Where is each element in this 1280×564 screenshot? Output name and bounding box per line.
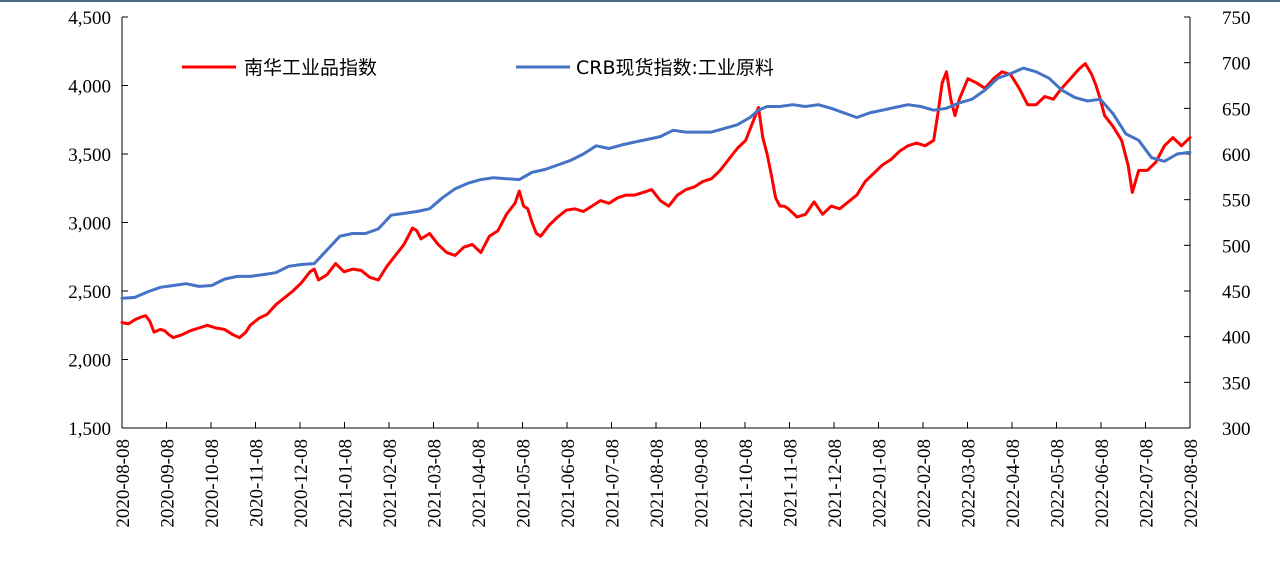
x-tick-label: 2021-03-08 bbox=[425, 439, 446, 528]
y-right-tick-label: 600 bbox=[1222, 145, 1251, 166]
y-left-tick-label: 3,000 bbox=[68, 214, 111, 235]
x-tick-label: 2021-05-08 bbox=[514, 439, 535, 528]
y-left-tick-label: 2,000 bbox=[68, 351, 111, 372]
x-tick-label: 2021-12-08 bbox=[825, 439, 846, 528]
y-right-tick-label: 650 bbox=[1222, 99, 1251, 120]
x-tick-label: 2021-07-08 bbox=[603, 439, 624, 528]
x-tick-label: 2021-04-08 bbox=[469, 439, 490, 528]
x-tick-label: 2020-10-08 bbox=[202, 439, 223, 528]
x-tick-label: 2020-11-08 bbox=[247, 439, 268, 527]
x-tick-label: 2021-06-08 bbox=[558, 439, 579, 528]
crb-series-line bbox=[120, 66, 1192, 300]
y-right-tick-label: 450 bbox=[1222, 282, 1251, 303]
x-tick-label: 2022-04-08 bbox=[1003, 439, 1024, 528]
chart-axes: 1,500 2,000 2,500 3,000 3,500 4,000 4,500 300 35… bbox=[68, 8, 1250, 528]
y-left-tick-label: 4,500 bbox=[68, 8, 111, 29]
x-tick-label: 2021-02-08 bbox=[380, 439, 401, 528]
y-right-tick-label: 700 bbox=[1222, 54, 1251, 75]
x-tick-label: 2022-03-08 bbox=[959, 439, 980, 528]
y-right-tick-label: 400 bbox=[1222, 328, 1251, 349]
x-tick-label: 2022-06-08 bbox=[1092, 439, 1113, 528]
x-tick-label: 2020-08-08 bbox=[113, 439, 134, 528]
chart-series bbox=[120, 62, 1192, 340]
y-right-tick-label: 300 bbox=[1222, 419, 1251, 440]
y-left-tick-label: 3,500 bbox=[68, 145, 111, 166]
y-right-tick-label: 750 bbox=[1222, 8, 1251, 29]
top-border bbox=[0, 0, 1280, 2]
y-left-tick-label: 4,000 bbox=[68, 77, 111, 98]
y-left-tick-label: 2,500 bbox=[68, 282, 111, 303]
x-tick-label: 2021-08-08 bbox=[647, 439, 668, 528]
y-right-tick-label: 500 bbox=[1222, 236, 1251, 257]
x-tick-label: 2021-10-08 bbox=[736, 439, 757, 528]
y-right-tick-label: 550 bbox=[1222, 191, 1251, 212]
x-tick-label: 2022-02-08 bbox=[914, 439, 935, 528]
x-tick-label: 2022-07-08 bbox=[1137, 439, 1158, 528]
x-tick-label: 2022-05-08 bbox=[1048, 439, 1069, 528]
legend-label-1: 南华工业品指数 bbox=[244, 57, 377, 79]
x-tick-label: 2021-09-08 bbox=[692, 439, 713, 528]
x-tick-label: 2020-12-08 bbox=[291, 439, 312, 528]
y-right-tick-label: 350 bbox=[1222, 373, 1251, 394]
x-tick-label: 2021-01-08 bbox=[336, 439, 357, 528]
chart-legend: 南华工业品指数 CRB现货指数:工业原料 bbox=[182, 57, 774, 79]
x-tick-label: 2021-11-08 bbox=[781, 439, 802, 527]
nanhua-series-line bbox=[120, 62, 1192, 340]
x-tick-label: 2022-08-08 bbox=[1181, 439, 1202, 528]
legend-label-2: CRB现货指数:工业原料 bbox=[576, 57, 774, 79]
x-tick-label: 2022-01-08 bbox=[870, 439, 891, 528]
y-left-tick-label: 1,500 bbox=[68, 419, 111, 440]
x-tick-label: 2020-09-08 bbox=[158, 439, 179, 528]
